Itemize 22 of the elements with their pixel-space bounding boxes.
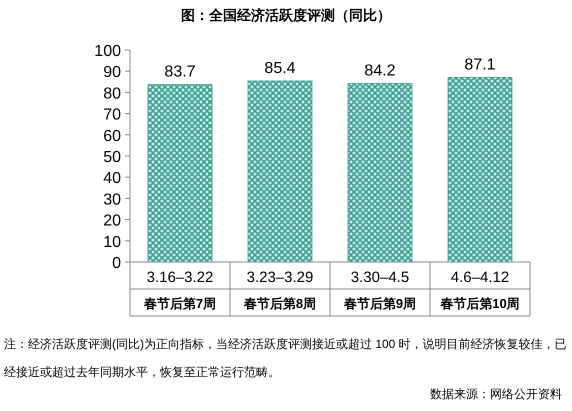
y-tick-label: 40: [103, 170, 122, 188]
y-tick-label: 30: [103, 191, 122, 208]
y-tick-label: 90: [103, 64, 122, 82]
x-tick-label: 3.16–3.22 春节后第7周: [142, 269, 216, 311]
data-label: 87.1: [464, 56, 496, 74]
y-tick-label: 100: [94, 43, 122, 60]
text: 注：经济活跃度评测(同比)为正向指标，当经济活跃度评测接近或超过 100 时，说明目前经济恢复较佳，已经接近或超过去年同期水平，恢复至正常运行范畴。: [4, 336, 568, 381]
y-tick-label: 0: [112, 255, 122, 272]
data-label: 85.4: [264, 60, 296, 77]
data-label: 83.7: [164, 64, 196, 81]
data-label: 84.2: [364, 62, 396, 80]
source-note: 数据来源：网络公开资料: [430, 387, 562, 401]
y-tick-label: 20: [103, 212, 122, 230]
y-tick-label: 10: [103, 234, 122, 251]
x-tick-label: 3.30–4.5 春节后第9周: [342, 269, 416, 311]
chart-title: 图：全国经济活跃度评测（同比）: [181, 7, 391, 23]
x-tick-label: 3.23–3.29 春节后第8周: [242, 269, 316, 311]
x-tick-label: 4.6–4.12 春节后第10周: [439, 269, 520, 311]
y-tick-label: 70: [103, 106, 122, 124]
y-tick-label: 80: [103, 85, 122, 102]
y-tick-label: 50: [103, 149, 122, 166]
y-tick-label: 60: [103, 128, 122, 145]
